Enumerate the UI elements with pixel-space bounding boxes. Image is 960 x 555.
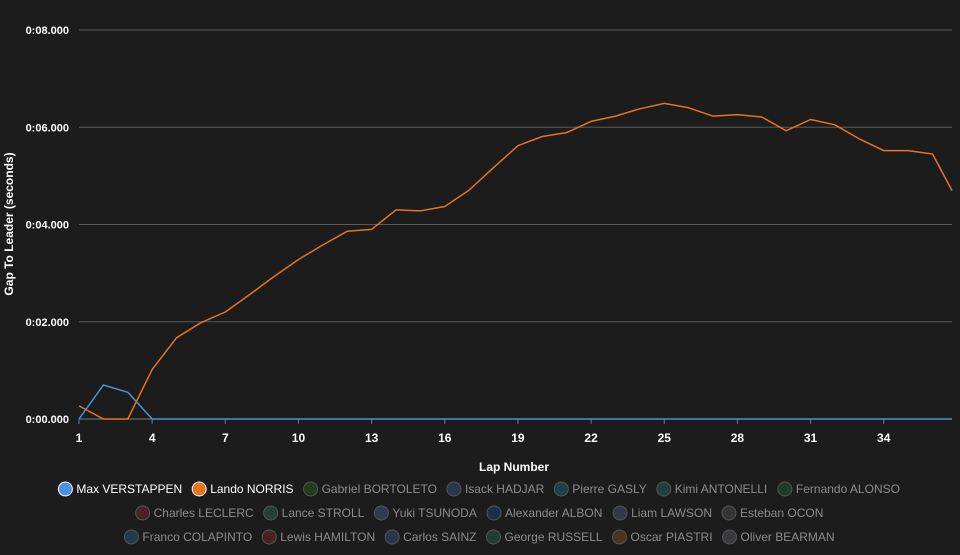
- y-axis-title: Gap To Leader (seconds): [2, 152, 16, 295]
- legend-item-esteban-ocon[interactable]: Esteban OCON: [721, 505, 823, 521]
- legend-item-gabriel-bortoleto[interactable]: Gabriel BORTOLETO: [303, 481, 437, 497]
- x-tick-label: 31: [804, 431, 818, 445]
- legend-swatch: [485, 529, 501, 545]
- x-tick-label: 19: [511, 431, 525, 445]
- y-axis-ticks: 0:00.000 0:02.000 0:04.000 0:06.000 0:08.000: [26, 25, 69, 426]
- x-tick-label: 34: [877, 431, 891, 445]
- x-tick-label: 10: [292, 431, 306, 445]
- legend-swatch: [384, 529, 400, 545]
- x-tick-label: 4: [149, 431, 156, 445]
- legend-label: Gabriel BORTOLETO: [322, 482, 437, 496]
- series-line-lando-norris[interactable]: [78, 102, 953, 420]
- legend-item-liam-lawson[interactable]: Liam LAWSON: [612, 505, 712, 521]
- x-axis-ticks: 1 4 7 10 13 16 19 22 25 28 31 34: [76, 419, 891, 445]
- legend-swatch: [777, 481, 793, 497]
- series-line-max-verstappen[interactable]: [78, 384, 952, 420]
- y-tick-label: 0:02.000: [26, 317, 69, 329]
- x-tick-label: 16: [438, 431, 452, 445]
- legend-item-alexander-albon[interactable]: Alexander ALBON: [486, 505, 602, 521]
- legend-swatch: [553, 481, 569, 497]
- legend-item-yuki-tsunoda[interactable]: Yuki TSUNODA: [373, 505, 477, 521]
- legend-item-lando-norris[interactable]: Lando NORRIS: [191, 481, 294, 497]
- legend-item-pierre-gasly[interactable]: Pierre GASLY: [553, 481, 647, 497]
- legend-label: Esteban OCON: [740, 506, 823, 520]
- legend-item-lance-stroll[interactable]: Lance STROLL: [263, 505, 365, 521]
- legend-swatch: [721, 505, 737, 521]
- legend-label: Oscar PIASTRI: [631, 530, 713, 544]
- legend-label: Lewis HAMILTON: [280, 530, 375, 544]
- legend-item-franco-colapinto[interactable]: Franco COLAPINTO: [123, 529, 252, 545]
- legend-swatch: [263, 505, 279, 521]
- y-tick-label: 0:06.000: [26, 122, 69, 134]
- legend-swatch: [373, 505, 389, 521]
- legend-swatch: [656, 481, 672, 497]
- legend-item-lewis-hamilton[interactable]: Lewis HAMILTON: [261, 529, 375, 545]
- legend-label: Carlos SAINZ: [403, 530, 476, 544]
- legend-item-kimi-antonelli[interactable]: Kimi ANTONELLI: [656, 481, 767, 497]
- legend-label: Franco COLAPINTO: [142, 530, 252, 544]
- legend-item-isack-hadjar[interactable]: Isack HADJAR: [446, 481, 545, 497]
- legend-swatch: [486, 505, 502, 521]
- legend-label: Isack HADJAR: [465, 482, 545, 496]
- legend-item-carlos-sainz[interactable]: Carlos SAINZ: [384, 529, 477, 545]
- legend-label: Liam LAWSON: [631, 506, 712, 520]
- legend-swatch: [261, 529, 277, 545]
- legend-label: Charles LECLERC: [154, 506, 254, 520]
- legend-swatch: [612, 505, 628, 521]
- legend-swatch: [191, 481, 207, 497]
- legend-label: Lando NORRIS: [210, 482, 293, 496]
- legend-label: George RUSSELL: [504, 530, 602, 544]
- x-tick-label: 1: [76, 431, 83, 445]
- legend-label: Pierre GASLY: [572, 482, 646, 496]
- y-tick-label: 0:08.000: [26, 25, 69, 37]
- legend-swatch: [722, 529, 738, 545]
- legend-swatch: [612, 529, 628, 545]
- legend-swatch: [135, 505, 151, 521]
- x-axis-title: Lap Number: [479, 460, 549, 474]
- y-tick-label: 0:04.000: [26, 220, 69, 232]
- legend-swatch: [123, 529, 139, 545]
- legend-label: Kimi ANTONELLI: [675, 482, 767, 496]
- grid-layer: [79, 29, 952, 420]
- series-layer: [78, 102, 953, 420]
- legend-item-max-verstappen[interactable]: Max VERSTAPPEN: [57, 481, 182, 497]
- legend: Max VERSTAPPEN Lando NORRIS Gabriel BORTOL…: [57, 481, 900, 545]
- legend-swatch: [57, 481, 73, 497]
- legend-item-fernando-alonso[interactable]: Fernando ALONSO: [777, 481, 900, 497]
- x-tick-label: 25: [658, 431, 672, 445]
- legend-label: Alexander ALBON: [505, 506, 602, 520]
- legend-item-oscar-piastri[interactable]: Oscar PIASTRI: [612, 529, 713, 545]
- legend-label: Lance STROLL: [282, 506, 365, 520]
- legend-item-charles-leclerc[interactable]: Charles LECLERC: [135, 505, 254, 521]
- legend-item-george-russell[interactable]: George RUSSELL: [485, 529, 603, 545]
- y-tick-label: 0:00.000: [26, 414, 69, 426]
- x-tick-label: 13: [365, 431, 379, 445]
- legend-swatch: [303, 481, 319, 497]
- legend-item-oliver-bearman[interactable]: Oliver BEARMAN: [722, 529, 835, 545]
- legend-label: Oliver BEARMAN: [741, 530, 835, 544]
- x-tick-label: 7: [222, 431, 229, 445]
- legend-swatch: [446, 481, 462, 497]
- legend-label: Fernando ALONSO: [796, 482, 900, 496]
- x-tick-label: 28: [731, 431, 745, 445]
- legend-label: Max VERSTAPPEN: [76, 482, 182, 496]
- legend-label: Yuki TSUNODA: [392, 506, 476, 520]
- x-tick-label: 22: [584, 431, 598, 445]
